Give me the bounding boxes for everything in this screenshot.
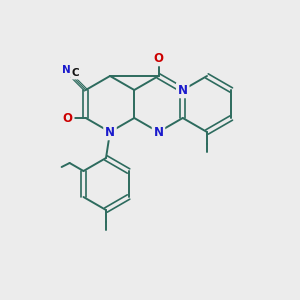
Text: O: O (154, 52, 164, 64)
Text: N: N (154, 125, 164, 139)
Text: N: N (178, 83, 188, 97)
Text: O: O (63, 112, 73, 124)
Text: N: N (61, 65, 70, 75)
Text: C: C (72, 68, 80, 78)
Text: N: N (105, 125, 115, 139)
